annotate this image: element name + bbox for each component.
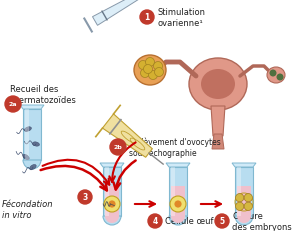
Text: 5: 5 xyxy=(219,217,225,225)
Polygon shape xyxy=(105,167,109,216)
Wedge shape xyxy=(237,216,251,223)
Text: 2a: 2a xyxy=(9,102,17,107)
Text: Prélèvement d'ovocytes
sous échographie: Prélèvement d'ovocytes sous échographie xyxy=(129,137,221,158)
Wedge shape xyxy=(103,216,121,225)
Wedge shape xyxy=(171,216,185,223)
Text: 4: 4 xyxy=(152,217,158,225)
Polygon shape xyxy=(232,163,256,167)
Polygon shape xyxy=(171,186,185,216)
Polygon shape xyxy=(235,167,253,216)
Polygon shape xyxy=(100,163,124,167)
Circle shape xyxy=(236,202,244,210)
Circle shape xyxy=(108,201,116,208)
Circle shape xyxy=(174,201,182,208)
Text: 3: 3 xyxy=(82,193,88,202)
Circle shape xyxy=(215,214,229,228)
FancyArrowPatch shape xyxy=(109,143,136,182)
Circle shape xyxy=(140,69,149,78)
Circle shape xyxy=(148,214,162,228)
Ellipse shape xyxy=(25,127,32,132)
Ellipse shape xyxy=(33,142,39,146)
Wedge shape xyxy=(235,216,253,225)
Circle shape xyxy=(104,196,120,212)
Polygon shape xyxy=(212,134,224,149)
Text: 1: 1 xyxy=(144,13,150,22)
Text: Cellule œuf: Cellule œuf xyxy=(165,217,214,225)
Polygon shape xyxy=(23,109,41,160)
Polygon shape xyxy=(169,167,187,216)
Wedge shape xyxy=(169,216,187,225)
Polygon shape xyxy=(237,186,251,216)
Text: Fécondation
in vitro: Fécondation in vitro xyxy=(2,199,53,219)
Circle shape xyxy=(143,65,152,74)
FancyArrowPatch shape xyxy=(43,160,109,185)
Ellipse shape xyxy=(134,56,166,86)
Polygon shape xyxy=(103,167,121,216)
Circle shape xyxy=(110,139,126,155)
Circle shape xyxy=(78,190,92,204)
Ellipse shape xyxy=(267,68,285,84)
Polygon shape xyxy=(25,109,29,160)
Circle shape xyxy=(5,97,21,112)
Text: 2b: 2b xyxy=(114,145,122,150)
Circle shape xyxy=(277,74,284,81)
Text: Culture
des embryons: Culture des embryons xyxy=(232,211,292,231)
Polygon shape xyxy=(237,167,241,216)
Circle shape xyxy=(148,71,158,80)
Circle shape xyxy=(269,70,277,77)
Text: Stimulation
ovarienne¹: Stimulation ovarienne¹ xyxy=(157,8,205,27)
Polygon shape xyxy=(211,106,225,137)
Circle shape xyxy=(236,194,244,202)
Wedge shape xyxy=(23,160,41,169)
FancyArrowPatch shape xyxy=(113,161,136,190)
Polygon shape xyxy=(92,0,140,26)
Circle shape xyxy=(154,62,163,71)
Circle shape xyxy=(244,202,253,210)
Wedge shape xyxy=(105,216,119,223)
FancyArrowPatch shape xyxy=(40,166,107,191)
Polygon shape xyxy=(171,167,175,216)
Polygon shape xyxy=(103,114,152,158)
Polygon shape xyxy=(105,186,119,216)
Circle shape xyxy=(139,61,148,70)
Ellipse shape xyxy=(30,165,36,170)
Circle shape xyxy=(170,196,186,212)
Polygon shape xyxy=(20,106,44,109)
Circle shape xyxy=(146,58,154,67)
Circle shape xyxy=(244,194,253,202)
Circle shape xyxy=(140,11,154,25)
Ellipse shape xyxy=(201,70,235,100)
Circle shape xyxy=(154,68,164,77)
Polygon shape xyxy=(166,163,190,167)
Text: Recueil des
spermatozoïdes: Recueil des spermatozoïdes xyxy=(10,85,77,104)
Ellipse shape xyxy=(23,155,29,160)
Ellipse shape xyxy=(189,59,247,110)
